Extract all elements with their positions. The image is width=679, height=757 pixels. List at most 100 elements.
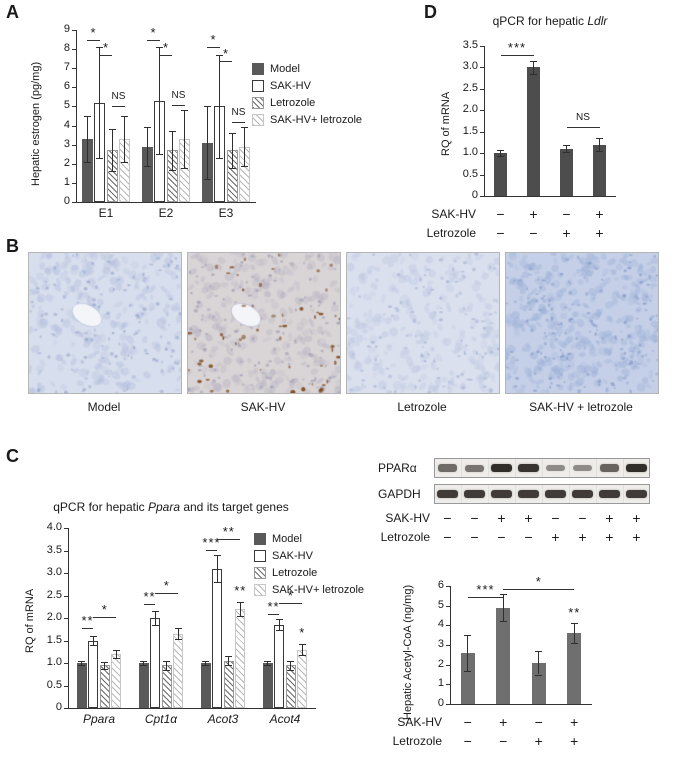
y-axis (450, 586, 451, 704)
error-bar-cap (213, 582, 221, 583)
sig-label: *** (507, 39, 527, 55)
y-tick-label: 4.0 (46, 521, 62, 533)
x-axis (484, 196, 616, 197)
legend-swatch-icon (252, 79, 264, 92)
lane-separator (569, 485, 570, 503)
treatment-symbol: − (562, 206, 571, 222)
error-bar (81, 660, 83, 666)
y-tick (480, 88, 484, 90)
error-bar (154, 611, 156, 625)
sig-label: * (287, 587, 294, 603)
error-bar-cap (497, 156, 504, 158)
bar-letrozole (161, 665, 172, 708)
error-bar-cap (570, 623, 578, 625)
x-axis (450, 704, 592, 705)
y-tick-label: 5 (63, 99, 70, 112)
error-bar-cap (174, 628, 182, 630)
y-tick (72, 125, 76, 127)
error-bar (228, 656, 230, 666)
sig-label: NS (576, 112, 590, 124)
protein-band (491, 489, 512, 499)
y-tick (64, 618, 68, 619)
error-bar-cap (563, 152, 570, 154)
chart-d-title: qPCR for hepatic Ldlr (442, 14, 658, 28)
bar-sak-hv-letrozole (173, 633, 184, 708)
error-bar-cap (181, 110, 189, 112)
error-bar-cap (156, 47, 164, 49)
error-bar-cap (275, 619, 283, 621)
error-bar (92, 636, 94, 645)
treatment-symbol: − (470, 510, 479, 526)
error-bar-cap (287, 660, 295, 662)
histology-label-sak-hv-letrozole: SAK-HV + letrozole (529, 400, 633, 414)
treatment-symbol: − (578, 510, 587, 526)
error-bar-cap (96, 158, 104, 160)
chart-d-title-pre: qPCR for hepatic (492, 14, 588, 28)
error-bar (99, 47, 101, 159)
treatment-symbol: + (534, 733, 543, 749)
sig-line (147, 39, 160, 41)
chart-hepatic-estrogen: Hepatic estrogen (pg/mg) Model SAK-HV Letr… (24, 10, 376, 240)
legend-item-label: SAK-HV+ letrozole (272, 583, 365, 596)
bar-letrozole (99, 665, 110, 708)
sig-label: ** (143, 588, 156, 604)
y-tick (72, 87, 76, 89)
y-tick (72, 68, 76, 70)
legend-item-label: SAK-HV (270, 79, 311, 92)
lane-separator (461, 485, 462, 503)
error-bar (206, 106, 208, 180)
legend-swatch-icon (254, 583, 266, 596)
chart-c-title: qPCR for hepatic Ppara and its target ge… (46, 500, 296, 514)
error-bar-cap (174, 639, 182, 641)
error-bar-cap (112, 650, 120, 652)
treatment-symbol: + (570, 733, 579, 749)
sig-line (500, 54, 534, 56)
treatment-symbol: − (529, 225, 538, 241)
treatment-symbol: − (496, 225, 505, 241)
bar-model (138, 663, 149, 708)
sig-label: * (535, 573, 542, 589)
bar-sak-hv-letrozole (235, 609, 246, 708)
x-category-label: Acot4 (269, 712, 301, 726)
error-bar (184, 110, 186, 168)
lane-separator (488, 485, 489, 503)
error-bar-cap (298, 654, 306, 656)
error-bar-cap (225, 665, 233, 667)
y-tick-label: 1.5 (462, 124, 478, 137)
error-bar (115, 650, 117, 658)
treatment-symbol: − (463, 733, 472, 749)
sig-line (87, 39, 100, 41)
legend-item-label: Model (270, 62, 300, 75)
bar (496, 607, 511, 704)
sig-label: * (222, 45, 230, 61)
treatment-symbol: + (595, 206, 604, 222)
error-bar (166, 660, 168, 670)
histology-image-model (28, 252, 182, 394)
error-bar (146, 127, 148, 166)
blot-strip (434, 458, 650, 478)
lane-separator (596, 459, 597, 477)
error-bar-cap (89, 645, 97, 646)
sig-label: ** (568, 605, 581, 621)
y-tick-label: 2 (437, 657, 444, 670)
y-tick (72, 202, 76, 203)
y-tick-label: 0 (437, 697, 444, 709)
error-bar-cap (216, 158, 224, 160)
error-bar-cap (108, 171, 116, 173)
error-bar-cap (236, 615, 244, 617)
error-bar-cap (228, 167, 236, 169)
error-bar (566, 145, 567, 153)
legend-swatch-icon (252, 113, 264, 126)
lane-separator (596, 485, 597, 503)
error-bar-cap (156, 154, 164, 156)
sig-line (93, 617, 117, 619)
sig-line (217, 538, 241, 540)
error-bar-cap (143, 165, 151, 167)
error-bar (231, 133, 233, 168)
bar-sak-hv (88, 640, 99, 708)
y-tick (72, 106, 76, 108)
error-bar-cap (596, 138, 603, 140)
bar (527, 67, 540, 196)
sig-line (172, 104, 185, 106)
error-bar-cap (202, 665, 210, 667)
